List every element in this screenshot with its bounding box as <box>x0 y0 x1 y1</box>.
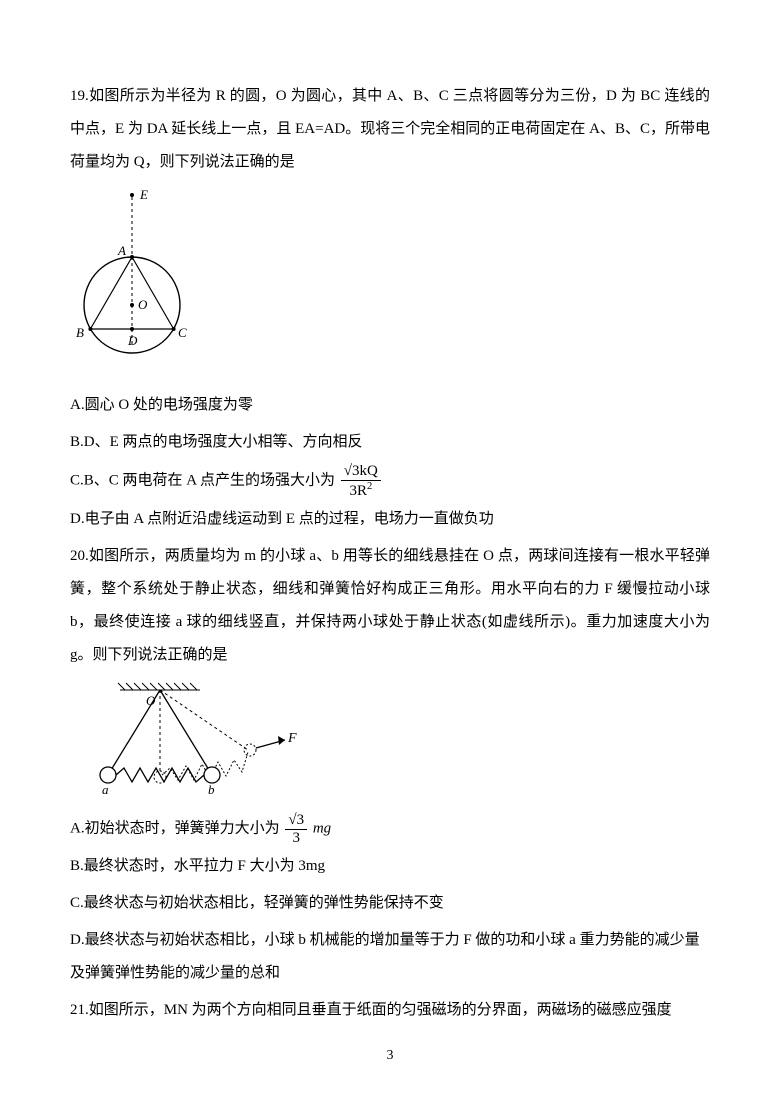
q19-optC-pre: C.B、C 两电荷在 A 点产生的场强大小为 <box>70 472 335 488</box>
q19-optA: A.圆心 O 处的电场强度为零 <box>70 389 710 422</box>
svg-text:A: A <box>117 243 126 258</box>
svg-text:D: D <box>127 333 138 348</box>
svg-text:O: O <box>138 297 148 312</box>
q20-optB: B.最终状态时，水平拉力 F 大小为 3mg <box>70 850 710 883</box>
q20-figure: O a b F <box>70 680 710 800</box>
q19-optC: C.B、C 两电荷在 A 点产生的场强大小为 √3kQ 3R2 <box>70 463 710 499</box>
q20-optA: A.初始状态时，弹簧弹力大小为 √3 3 mg <box>70 812 710 846</box>
svg-text:a: a <box>102 782 109 797</box>
q19-figure: E A O B C D <box>70 187 710 377</box>
q19-optB: B.D、E 两点的电场强度大小相等、方向相反 <box>70 426 710 459</box>
q20-optC: C.最终状态与初始状态相比，轻弹簧的弹性势能保持不变 <box>70 887 710 920</box>
q20-optD: D.最终状态与初始状态相比，小球 b 机械能的增加量等于力 F 做的功和小球 a… <box>70 924 710 990</box>
q20-optA-suf: mg <box>313 820 331 836</box>
q20-stem: 20.如图所示，两质量均为 m 的小球 a、b 用等长的细线悬挂在 O 点，两球… <box>70 540 710 672</box>
q19-stem: 19.如图所示为半径为 R 的圆，O 为圆心，其中 A、B、C 三点将圆等分为三… <box>70 80 710 179</box>
svg-text:F: F <box>287 731 297 746</box>
q19-optD: D.电子由 A 点附近沿虚线运动到 E 点的过程，电场力一直做负功 <box>70 503 710 536</box>
page-number: 3 <box>0 1041 780 1072</box>
q20-optA-frac: √3 3 <box>285 812 307 846</box>
svg-text:E: E <box>139 187 148 202</box>
svg-text:B: B <box>76 325 84 340</box>
q20-optA-pre: A.初始状态时，弹簧弹力大小为 <box>70 820 280 836</box>
svg-text:C: C <box>178 325 187 340</box>
q19-optC-frac: √3kQ 3R2 <box>341 463 381 499</box>
q21-stem: 21.如图所示，MN 为两个方向相同且垂直于纸面的匀强磁场的分界面，两磁场的磁感… <box>70 994 710 1027</box>
svg-text:b: b <box>208 782 215 797</box>
